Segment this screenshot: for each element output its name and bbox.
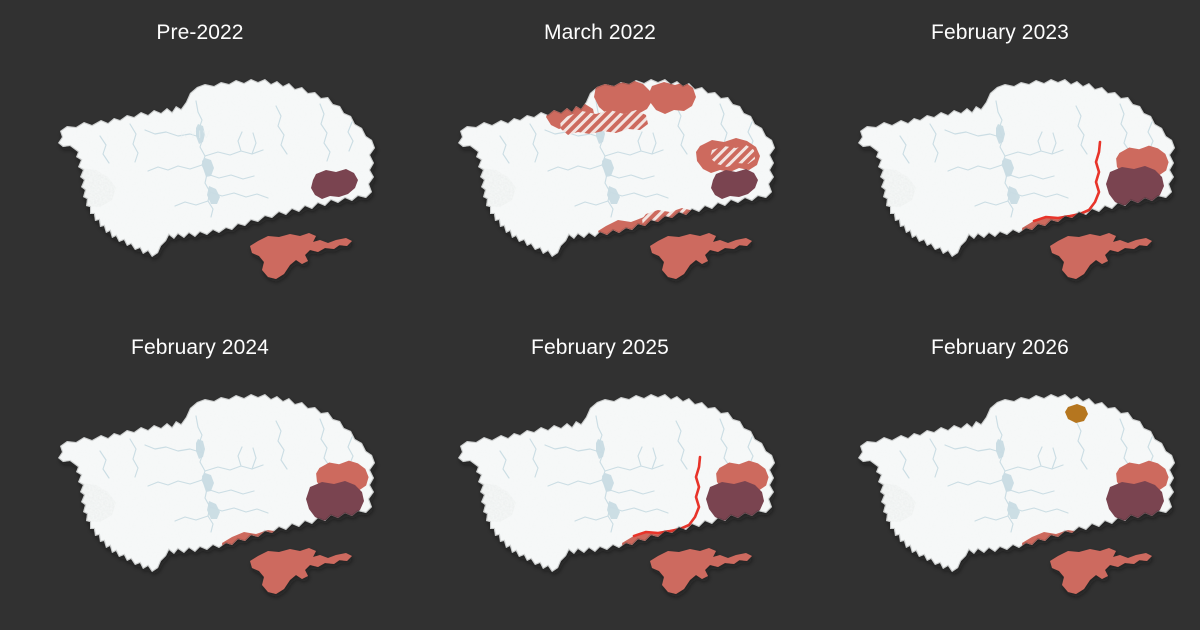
ukraine-map-pre-2022: KYIV: [58, 79, 375, 279]
map-panel-february-2026: February 2026: [800, 315, 1200, 630]
river-network: [499, 415, 754, 533]
dnipro-reservoirs: [596, 124, 620, 204]
dnipro-reservoirs: [196, 439, 220, 519]
map-panel-february-2025: February 2025: [400, 315, 800, 630]
map-panel-pre-2022: Pre-2022 KYIV: [0, 0, 400, 315]
active-front-line: [1032, 140, 1102, 223]
kerch-spit: [1136, 553, 1152, 561]
map-container-february-2023: [800, 46, 1200, 308]
ukraine-map-march-2022: [458, 79, 775, 279]
ukraine-map-february-2025: [458, 394, 775, 594]
kerch-spit: [336, 238, 352, 246]
crimea-occupied: [1050, 548, 1141, 594]
donbas-separatist-core: [711, 169, 758, 199]
panel-title-february-2026: February 2026: [931, 336, 1069, 359]
river-network: [99, 100, 354, 218]
crimea-peninsula: [650, 548, 752, 594]
ukraine-map-february-2023: [858, 79, 1175, 279]
north-offensive-chernihiv: [594, 80, 652, 117]
donbas-separatist-core: [311, 169, 358, 199]
donbas-separatist-core: [306, 481, 364, 521]
contested-north: [560, 110, 648, 135]
map-panel-february-2024: February 2024: [0, 315, 400, 630]
dnipro-reservoirs: [996, 439, 1020, 519]
crimea-peninsula: [650, 233, 752, 279]
kerch-spit: [736, 553, 752, 561]
dnipro-reservoirs: [196, 124, 220, 204]
kerch-spit: [736, 238, 752, 246]
panel-title-february-2025: February 2025: [531, 336, 669, 359]
crimea-peninsula: [1050, 233, 1152, 279]
panel-title-pre-2022: Pre-2022: [156, 21, 244, 44]
contested-kharkiv: [710, 145, 755, 167]
donbas-separatist-core: [1106, 166, 1164, 206]
occupied-territory-layer: [311, 169, 358, 199]
crimea-peninsula: [1050, 548, 1152, 594]
map-container-february-2025: [400, 361, 800, 623]
ukraine-map-february-2026: [858, 394, 1175, 594]
panel-title-february-2024: February 2024: [131, 336, 269, 359]
crimea-occupied: [650, 233, 741, 279]
northern-incursion-area: [1065, 404, 1088, 423]
north-offensive-sumy: [649, 82, 696, 114]
crimea-peninsula: [250, 233, 352, 279]
crimea-peninsula: [250, 548, 352, 594]
panel-title-march-2022: March 2022: [544, 21, 656, 44]
kerch-spit: [336, 553, 352, 561]
map-panel-march-2022: March 2022: [400, 0, 800, 315]
crimea-occupied: [650, 548, 741, 594]
map-container-february-2024: [0, 361, 400, 623]
map-container-february-2026: [800, 361, 1200, 623]
map-container-march-2022: [400, 46, 800, 308]
donbas-separatist-core: [706, 481, 764, 521]
active-front-line: [632, 455, 702, 538]
kerch-spit: [1136, 238, 1152, 246]
dnipro-reservoirs: [996, 124, 1020, 204]
dnipro-reservoirs: [596, 439, 620, 519]
crimea-occupied: [1050, 233, 1141, 279]
city-label-kyiv: KYIV: [180, 129, 211, 141]
map-container-pre-2022: KYIV: [0, 46, 400, 308]
crimea-occupied: [250, 548, 341, 594]
panel-title-february-2023: February 2023: [931, 21, 1069, 44]
ukraine-map-february-2024: [58, 394, 375, 594]
map-panel-february-2023: February 2023: [800, 0, 1200, 315]
donbas-separatist-core: [1106, 481, 1164, 521]
crimea-occupied: [250, 233, 341, 279]
